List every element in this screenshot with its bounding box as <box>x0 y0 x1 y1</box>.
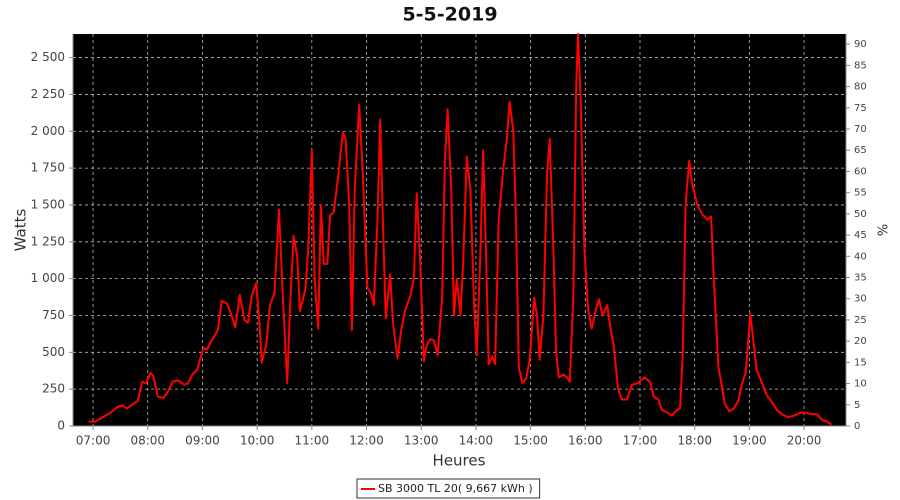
x-tick-label: 07:00 <box>76 434 111 448</box>
data-line <box>88 33 832 426</box>
legend-box <box>356 478 541 499</box>
y2-tick-label: 10 <box>854 379 867 390</box>
y2-tick-label: 35 <box>854 273 867 284</box>
y2-tick-label: 30 <box>854 294 867 305</box>
x-axis-label: Heures <box>433 452 486 470</box>
y2-axis-label: % <box>874 224 889 236</box>
y2-tick-label: 60 <box>854 166 867 177</box>
y-tick-label: 2 500 <box>31 50 65 64</box>
chart-title: 5-5-2019 <box>402 4 497 26</box>
x-tick-label: 08:00 <box>130 434 165 448</box>
y2-tick-label: 0 <box>854 421 860 432</box>
y-tick-label: 1 000 <box>31 271 65 285</box>
y-tick-label: 1 750 <box>31 161 65 175</box>
x-tick-label: 13:00 <box>404 434 439 448</box>
x-tick-label: 11:00 <box>295 434 330 448</box>
x-tick-label: 18:00 <box>677 434 712 448</box>
x-tick-label: 19:00 <box>732 434 767 448</box>
y2-tick-label: 15 <box>854 357 867 368</box>
y-tick-label: 250 <box>42 382 65 396</box>
y-tick-label: 0 <box>57 419 65 433</box>
x-tick-label: 14:00 <box>459 434 494 448</box>
plot-background <box>73 34 846 426</box>
y-tick-label: 1 250 <box>31 234 65 248</box>
y2-tick-label: 80 <box>854 82 867 93</box>
y2-tick-label: 55 <box>854 188 867 199</box>
x-tick-label: 09:00 <box>185 434 220 448</box>
y2-tick-label: 75 <box>854 103 867 114</box>
y-tick-label: 500 <box>42 345 65 359</box>
x-tick-label: 15:00 <box>513 434 548 448</box>
y-tick-label: 750 <box>42 308 65 322</box>
y2-tick-label: 20 <box>854 336 867 347</box>
y-tick-label: 1 500 <box>31 197 65 211</box>
y-axis-label: Watts <box>12 209 30 252</box>
legend-label: SB 3000 TL 20( 9,667 kWh ) <box>378 482 533 495</box>
y-tick-label: 2 250 <box>31 87 65 101</box>
y2-tick-label: 90 <box>854 39 867 50</box>
y2-tick-label: 45 <box>854 230 867 241</box>
y-tick-label: 2 000 <box>31 124 65 138</box>
x-tick-label: 20:00 <box>787 434 822 448</box>
y2-tick-label: 40 <box>854 251 867 262</box>
x-tick-label: 12:00 <box>349 434 384 448</box>
y2-tick-label: 65 <box>854 145 867 156</box>
y2-tick-label: 50 <box>854 209 867 220</box>
legend: SB 3000 TL 20( 9,667 kWh ) <box>356 478 541 499</box>
y2-tick-label: 5 <box>854 400 860 411</box>
x-tick-label: 17:00 <box>623 434 658 448</box>
y2-tick-label: 70 <box>854 124 867 135</box>
y2-tick-label: 25 <box>854 315 867 326</box>
y2-tick-label: 85 <box>854 60 867 71</box>
x-tick-label: 10:00 <box>240 434 275 448</box>
x-tick-label: 16:00 <box>568 434 603 448</box>
